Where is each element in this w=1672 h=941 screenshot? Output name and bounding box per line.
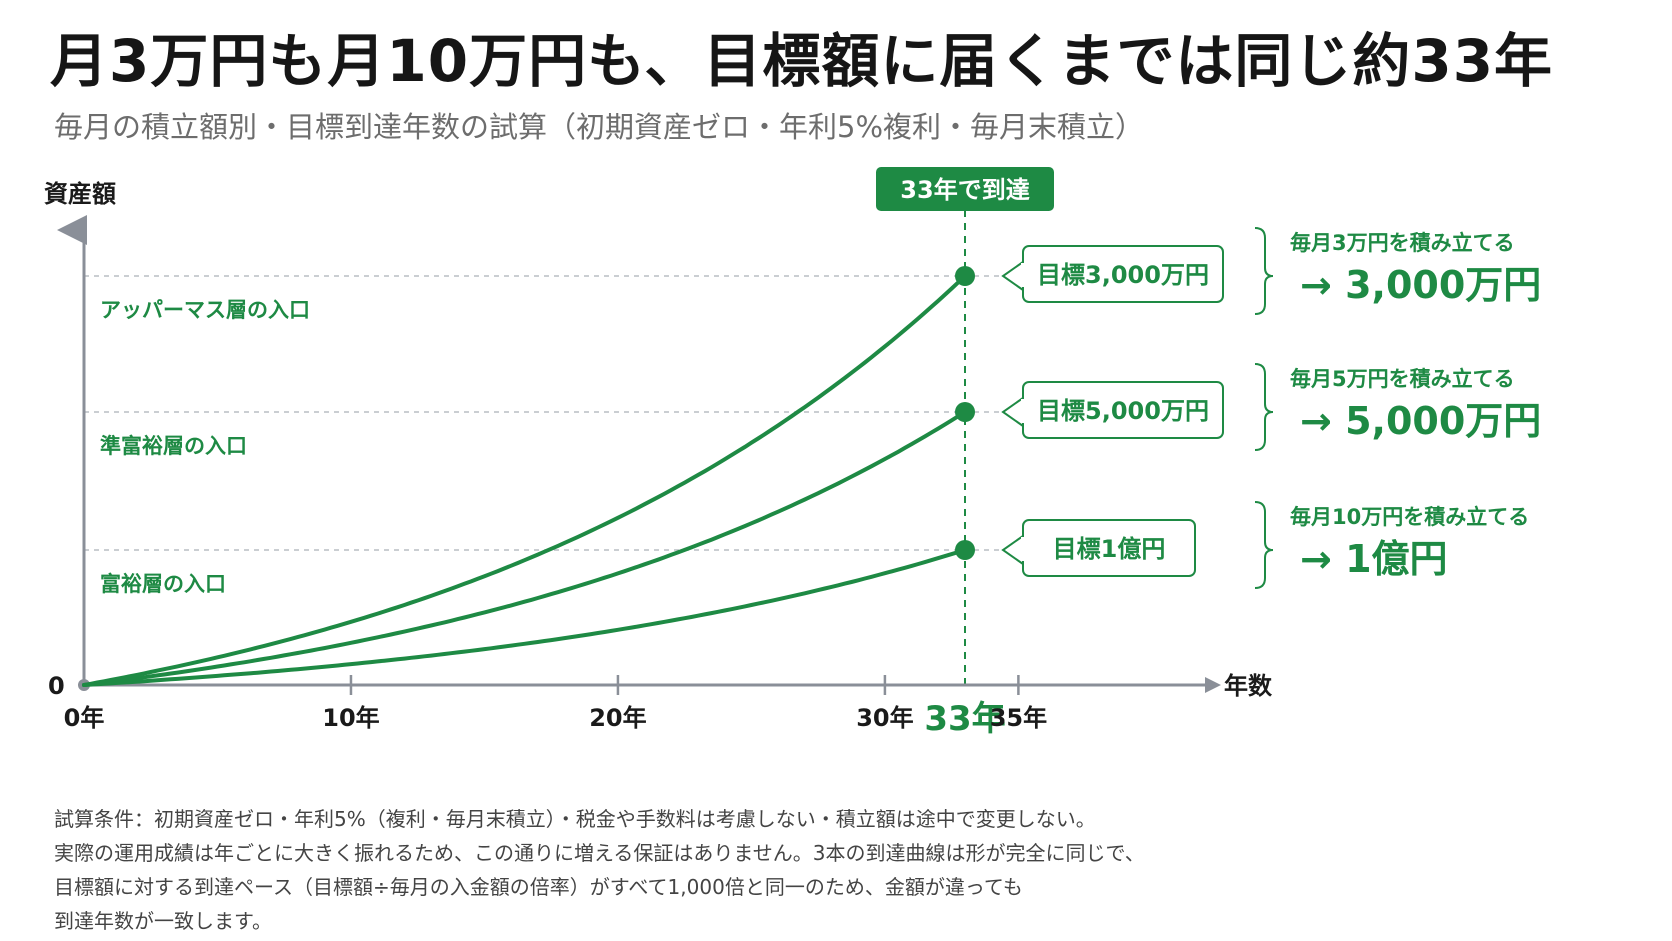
series-line [82,410,967,687]
brace-icon [1254,501,1274,589]
savings-result: → 1億円 [1300,537,1448,581]
series-line [82,274,967,687]
x-tick-label: 10年 [322,704,379,732]
level-label: 富裕層の入口 [100,572,226,596]
page-title: 月3万円も月10万円も、目標額に届くまでは同じ約33年 [50,27,1554,95]
level-label: 準富裕層の入口 [100,434,247,458]
callout-gap [1021,399,1026,423]
callout-pointer [1001,535,1024,565]
callout-pointer [1001,397,1024,427]
x-tick-label: 20年 [589,704,646,732]
brace-icon [1254,227,1274,315]
y-axis-label: 資産額 [44,180,116,208]
callout-label: 目標5,000万円 [1037,397,1209,425]
series-end-point [955,266,975,286]
note-line: 目標額に対する到達ペース（目標額÷毎月の入金額の倍率）がすべて1,000倍と同一… [54,875,1023,899]
savings-note: 毎月5万円を積み立てる [1290,367,1515,391]
y-zero-label: 0 [48,672,65,700]
note-line: 実際の運用成績は年ごとに大きく振れるため、この通りに増える保証はありません。3本… [54,841,1145,865]
x-tick-label: 30年 [856,704,913,732]
x-tick-label: 35年 [990,704,1047,732]
callout-gap [1021,263,1026,287]
calculation-notes: 試算条件：初期資産ゼロ・年利5%（複利・毎月末積立）・税金や手数料は考慮しない・… [54,802,1145,938]
marker-badge-label: 33年で到達 [900,176,1029,204]
x-axis-label: 年数 [1224,672,1273,700]
level-label: アッパーマス層の入口 [100,298,310,322]
series-end-point [955,540,975,560]
x-axis-arrow-icon [1205,677,1221,693]
x-tick-label: 0年 [64,704,105,732]
page-subtitle: 毎月の積立額別・目標到達年数の試算（初期資産ゼロ・年利5%複利・毎月末積立） [54,110,1145,144]
callout-label: 目標3,000万円 [1037,261,1209,289]
series-end-point [955,402,975,422]
savings-note: 毎月10万円を積み立てる [1290,505,1529,529]
savings-result: → 5,000万円 [1300,399,1541,443]
savings-result: → 3,000万円 [1300,263,1541,307]
callout-pointer [1001,261,1024,291]
marker-badge [876,167,1054,211]
savings-note: 毎月3万円を積み立てる [1290,231,1515,255]
note-line: 到達年数が一致します。 [54,909,272,933]
series-line [82,548,967,687]
callout-gap [1021,537,1026,561]
callout-label: 目標1億円 [1053,535,1166,563]
brace-icon [1254,363,1274,451]
note-line: 試算条件：初期資産ゼロ・年利5%（複利・毎月末積立）・税金や手数料は考慮しない・… [54,807,1096,831]
x-tick-label: 33年 [924,699,1005,739]
